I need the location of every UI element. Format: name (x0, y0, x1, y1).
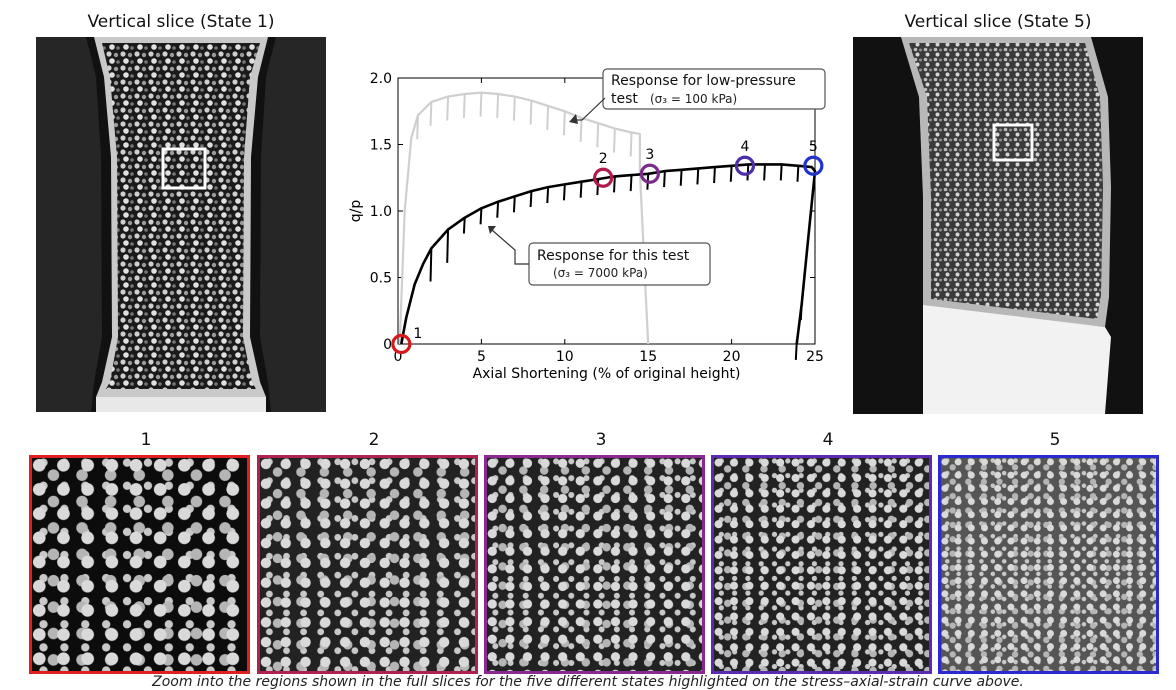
x-tick-label: 15 (639, 349, 657, 365)
figure-caption: Zoom into the regions shown in the full … (152, 674, 1024, 690)
zoom-panel-label-4: 4 (822, 430, 834, 450)
series-line-low-pressure (398, 91, 650, 345)
zoom-panel-4 (711, 455, 932, 674)
state-marker-label: 5 (809, 139, 818, 155)
unload-dip (416, 115, 420, 140)
state-marker-4 (734, 155, 756, 176)
x-tick-label: 0 (394, 349, 403, 365)
unload-dip (546, 187, 550, 204)
unload-dip (562, 111, 566, 136)
left-slice-title: Vertical slice (State 1) (87, 12, 275, 32)
x-tick-label: 25 (806, 349, 824, 365)
zoom-panel-label-1: 1 (140, 430, 152, 450)
low-pressure-annotation-line1: Response for low-pressure (611, 73, 796, 89)
right-zoom-region-box (992, 123, 1034, 162)
unload-dip (663, 171, 666, 188)
unload-dip (779, 164, 783, 181)
unload-dip (729, 165, 733, 182)
y-tick-label: 0 (383, 337, 392, 353)
y-tick-label: 0.5 (370, 271, 392, 287)
this-test-annotation-line1: Response for this test (537, 248, 690, 264)
state-marker-3 (639, 163, 660, 184)
state-marker-label: 3 (645, 147, 654, 163)
unload-dip (799, 304, 803, 321)
unload-dip (429, 248, 433, 282)
right-slice-image (853, 37, 1143, 414)
zoom-panel-2 (257, 455, 478, 674)
unload-dip (446, 229, 450, 263)
left-slice-image (36, 37, 326, 412)
y-tick-label: 1.0 (370, 204, 392, 220)
unload-dip (512, 96, 516, 121)
state-marker-label: 1 (413, 326, 422, 342)
unload-dip (596, 123, 600, 148)
state-marker-label: 4 (740, 139, 749, 155)
unload-dip (512, 196, 516, 213)
zoom-panel-label-5: 5 (1049, 430, 1061, 450)
y-tick-label: 2.0 (370, 71, 392, 87)
unload-dip (796, 165, 800, 182)
left-zoom-region-box (161, 147, 207, 190)
unload-dip (496, 201, 500, 218)
series-line-this-test (400, 163, 817, 345)
low-pressure-annotation-sigma: (σ₃ = 100 kPa) (650, 92, 737, 106)
y-tick-label: 1.5 (370, 138, 392, 154)
low-pressure-annotation-line2: test (611, 91, 638, 107)
unload-dip (596, 179, 600, 196)
state-marker-label: 2 (599, 151, 608, 167)
low-pressure-arrow (576, 97, 606, 121)
unload-dip (479, 92, 483, 117)
unload-dip (794, 343, 798, 361)
unload-dip (696, 168, 700, 185)
state-marker-5 (803, 155, 824, 176)
unload-dip (529, 100, 533, 125)
x-tick-label: 5 (477, 349, 486, 365)
zoom-panel-label-2: 2 (368, 430, 380, 450)
zoom-panel-5 (938, 455, 1159, 674)
unload-dip (613, 176, 616, 193)
unload-dip (613, 128, 616, 153)
zoom-panel-3 (484, 455, 705, 674)
unload-dip (629, 175, 633, 192)
state-marker-2 (593, 167, 614, 188)
zoom-panel-1 (29, 455, 250, 674)
unload-dip (679, 169, 683, 186)
this-test-annotation-sigma: (σ₃ = 7000 kPa) (553, 266, 648, 280)
right-slice-title: Vertical slice (State 5) (904, 12, 1092, 32)
x-tick-label: 10 (556, 349, 574, 365)
unload-dip (713, 167, 716, 184)
low-pressure-annotation-box (602, 68, 826, 110)
unload-dip (763, 164, 766, 181)
x-axis-label: Axial Shortening (% of original height) (473, 366, 741, 382)
unload-dip (462, 93, 466, 118)
unload-dip (546, 105, 550, 130)
unload-dip (629, 132, 633, 157)
unload-dip (579, 117, 583, 142)
unload-dip (446, 96, 450, 121)
state-marker-1 (391, 333, 412, 355)
plot-frame (397, 77, 816, 345)
unload-dip (529, 190, 533, 208)
zoom-panel-label-3: 3 (595, 430, 607, 450)
x-tick-label: 20 (723, 349, 741, 365)
unload-dip (429, 101, 433, 126)
unload-dip (462, 217, 466, 234)
unload-dip (579, 181, 583, 198)
y-axis-label: q/p (348, 200, 364, 223)
unload-dip (562, 184, 566, 201)
unload-dip (496, 93, 500, 118)
this-test-arrow (491, 229, 529, 265)
unload-dip (479, 208, 483, 225)
